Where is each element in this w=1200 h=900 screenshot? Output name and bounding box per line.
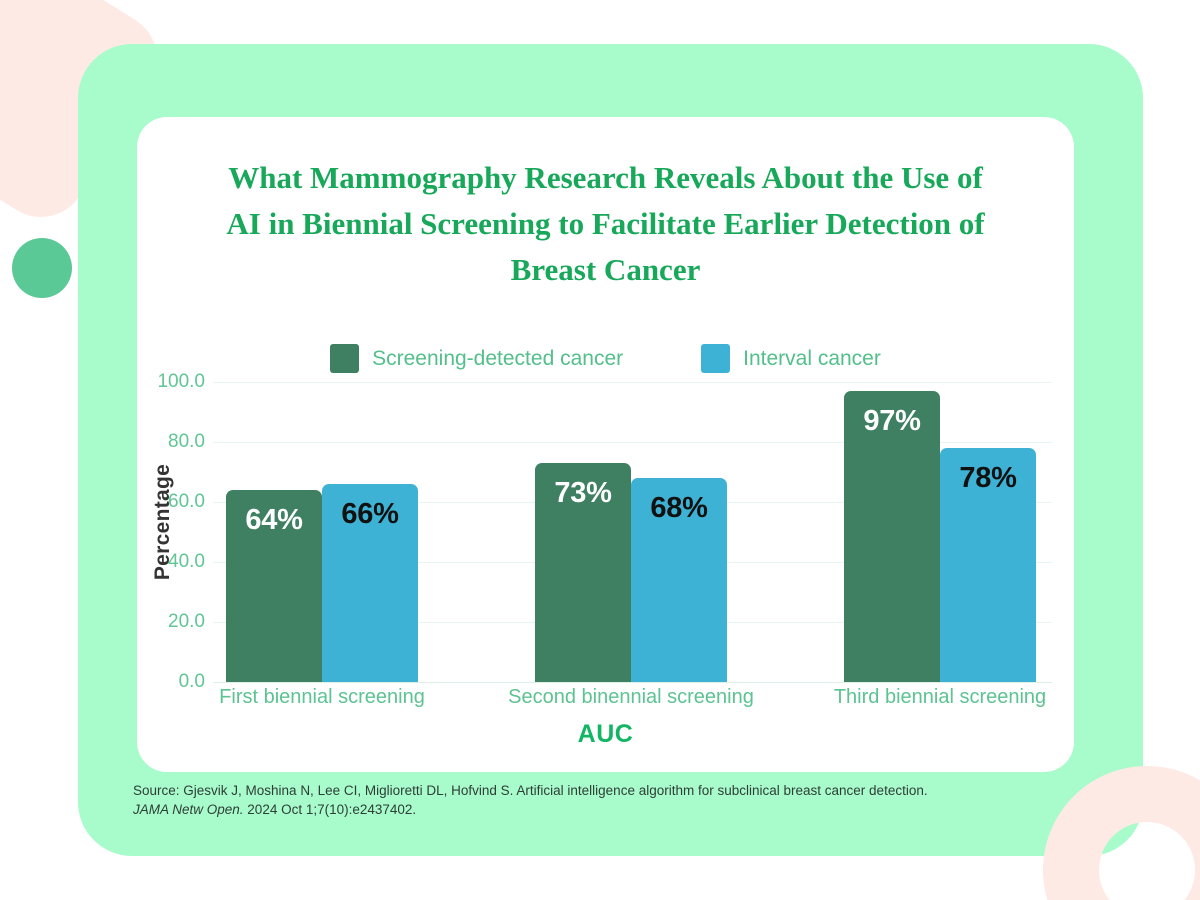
legend-swatch-icon [330,344,360,373]
bar-value-label: 97% [863,405,921,437]
source-citation-line-1: Source: Gjesvik J, Moshina N, Lee CI, Mi… [133,783,928,798]
y-tick-label: 60.0 [168,491,205,512]
y-tick-label: 40.0 [168,551,205,572]
chart-title-line-1: What Mammography Research Reveals About … [228,160,983,195]
bar-interval-1[interactable]: 66% [322,484,418,682]
bar-value-label: 73% [554,477,612,509]
bar-value-label: 78% [959,462,1017,494]
source-citation-line-2: 2024 Oct 1;7(10):e2437402. [243,802,417,817]
bar-screening-detected-3[interactable]: 97% [844,391,940,682]
legend-item-screening-detected-cancer[interactable]: Screening-detected cancer [330,344,623,373]
y-tick-label: 20.0 [168,611,205,632]
bar-value-label: 68% [650,492,708,524]
y-tick-label: 80.0 [168,431,205,452]
bar-value-label: 66% [341,498,399,530]
gridline [213,382,1052,383]
y-tick-label: 0.0 [178,671,205,692]
bar-group-second-binennial-screening: 73% 68% [535,382,727,682]
bars-container: 64% 66% 73% 68% 97% [213,382,1052,682]
bar-group-third-biennial-screening: 97% 78% [844,382,1036,682]
bar-interval-2[interactable]: 68% [631,478,727,682]
bar-group-first-biennial-screening: 64% 66% [226,382,418,682]
legend-swatch-icon [701,344,731,373]
chart-card: What Mammography Research Reveals About … [137,117,1074,772]
y-tick-label: 100.0 [157,371,205,392]
bar-screening-detected-1[interactable]: 64% [226,490,322,682]
plot-area: Percentage 100.0 80.0 60.0 40.0 20.0 0.0 [137,371,1074,772]
source-citation: Source: Gjesvik J, Moshina N, Lee CI, Mi… [133,781,1053,819]
gridline-baseline [213,682,1052,683]
x-tick-label: Third biennial screening [833,686,1047,708]
chart-legend: Screening-detected cancer Interval cance… [137,344,1074,373]
x-axis-title: AUC [577,720,634,748]
x-tick-label: First biennial screening [219,686,425,708]
bar-value-label: 64% [245,504,303,536]
decorative-green-circle [12,238,72,298]
chart-title-line-2: AI in Biennial Screening to Facilitate E… [226,206,985,241]
bar-screening-detected-2[interactable]: 73% [535,463,631,682]
legend-label: Screening-detected cancer [372,346,624,370]
gridline [213,442,1052,443]
y-axis-ticks: 100.0 80.0 60.0 40.0 20.0 0.0 [137,371,205,692]
legend-label: Interval cancer [743,346,881,370]
bar-interval-3[interactable]: 78% [940,448,1036,682]
chart-title-line-3: Breast Cancer [510,252,701,287]
legend-item-interval-cancer[interactable]: Interval cancer [701,344,881,373]
x-tick-label: Second binennial screening [508,686,754,708]
source-journal-name: JAMA Netw Open. [133,802,244,817]
x-axis-ticks: First biennial screening Second binennia… [213,686,1052,720]
chart-title: What Mammography Research Reveals About … [189,155,1022,293]
